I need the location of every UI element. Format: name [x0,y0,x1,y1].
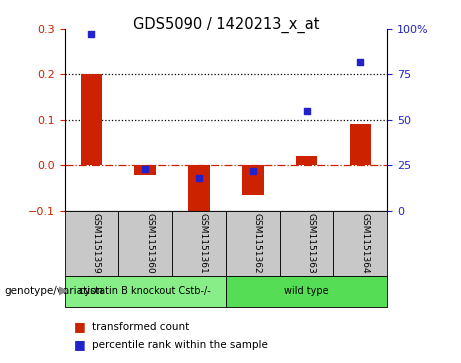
Bar [81,74,102,165]
Bar [226,276,387,307]
Text: GSM1151362: GSM1151362 [253,212,262,273]
Bar [333,211,387,276]
Point [303,108,310,114]
Bar [296,156,317,165]
Point [88,32,95,37]
Text: GSM1151359: GSM1151359 [91,212,100,273]
Text: GSM1151363: GSM1151363 [307,212,316,273]
Point [195,175,203,181]
Text: ▶: ▶ [59,285,68,298]
Bar [226,211,280,276]
Bar [118,211,172,276]
Bar [65,276,226,307]
Text: ■: ■ [74,320,85,333]
Point [357,59,364,65]
Text: ■: ■ [74,338,85,351]
Bar [349,124,371,165]
Text: GSM1151361: GSM1151361 [199,212,208,273]
Text: GSM1151364: GSM1151364 [361,212,369,273]
Point [142,166,149,172]
Bar [188,165,210,216]
Bar [172,211,226,276]
Text: transformed count: transformed count [92,322,189,332]
Bar [280,211,333,276]
Bar [65,211,118,276]
Text: genotype/variation: genotype/variation [5,286,104,296]
Text: wild type: wild type [284,286,329,296]
Text: GDS5090 / 1420213_x_at: GDS5090 / 1420213_x_at [133,16,319,33]
Text: percentile rank within the sample: percentile rank within the sample [92,340,268,350]
Point [249,168,256,174]
Bar [242,165,264,195]
Text: cystatin B knockout Cstb-/-: cystatin B knockout Cstb-/- [79,286,211,296]
Bar [135,165,156,175]
Text: GSM1151360: GSM1151360 [145,212,154,273]
